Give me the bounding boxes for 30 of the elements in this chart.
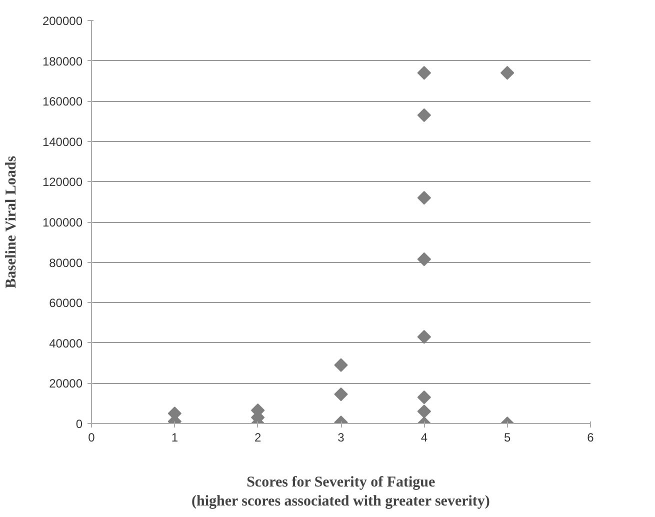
point (500, 66, 514, 80)
y-tick-label: 120000 (42, 175, 83, 190)
x-tick-label: 1 (171, 430, 178, 444)
point (417, 66, 432, 80)
point (417, 252, 432, 266)
x-tick-label: 6 (587, 430, 594, 444)
y-tick-label: 80000 (49, 256, 83, 270)
point (417, 404, 432, 418)
x-tick-label: 0 (88, 430, 96, 444)
y-tick-label: 20000 (49, 376, 83, 391)
y-tick-label: 160000 (42, 94, 83, 109)
point (417, 330, 432, 344)
point (417, 190, 432, 205)
y-axis-title: Baseline Viral Loads (3, 156, 20, 288)
y-tick-label: 40000 (49, 336, 83, 350)
x-tick-label: 3 (338, 430, 345, 444)
point (334, 387, 348, 402)
point (417, 390, 432, 404)
point (334, 358, 348, 372)
x-tick-label: 4 (420, 430, 428, 444)
x-tick-label: 2 (254, 430, 262, 444)
x-tick-label: 5 (504, 430, 511, 444)
y-tick-label: 0 (76, 417, 83, 431)
point (417, 108, 432, 122)
x-axis-title: Scores for Severity of Fatigue (higher scores associated with greater severity) (192, 474, 490, 510)
y-tick-label: 60000 (49, 296, 83, 310)
y-tick-label: 200000 (42, 14, 83, 28)
y-tick-label: 180000 (42, 54, 83, 68)
y-tick-label: 140000 (42, 134, 83, 149)
y-tick-label: 100000 (42, 216, 83, 230)
